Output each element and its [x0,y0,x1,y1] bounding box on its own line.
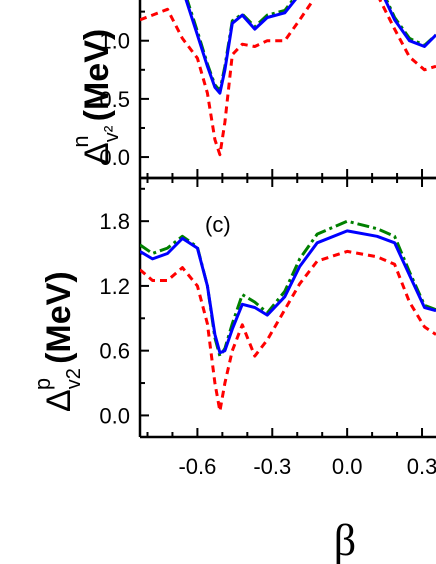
x-tick-label: 0.3 [407,454,436,479]
y-label-symbol: Δ [40,389,78,412]
y-label-symbol: Δ [78,142,116,165]
y-tick-label: 0.5 [99,87,130,112]
y-label-sup: n [68,135,93,147]
y-tick-label: 1.2 [99,274,130,299]
y-axis-label: Δv2 p (MeV) [30,271,85,412]
series-line [184,0,436,95]
y-tick-label: 1.0 [99,29,130,54]
y-tick-label: 1.8 [99,209,130,234]
x-tick-label: 0.0 [332,454,363,479]
y-label-unit: (MeV) [78,29,116,122]
x-tick-label: -0.3 [253,454,291,479]
series-line [140,229,436,355]
plot-area [140,219,436,413]
y-label-sup: p [30,378,55,390]
y-label-unit: (MeV) [40,271,78,364]
y-tick-label: 0.0 [99,145,130,170]
plot-area [140,0,436,157]
series-line [140,249,436,413]
y-tick-label: 0.6 [99,339,130,364]
series-line [140,0,436,157]
y-label-sub: v² [101,125,123,142]
y-tick-label: 0.0 [99,403,130,428]
panel-label: (c) [205,212,231,237]
y-axis-label: Δv² n (MeV) [68,29,123,165]
y-label-sub: v2 [63,368,85,389]
x-tick-label: -0.6 [178,454,216,479]
series-line [140,219,436,358]
x-axis-label: β [334,516,356,564]
